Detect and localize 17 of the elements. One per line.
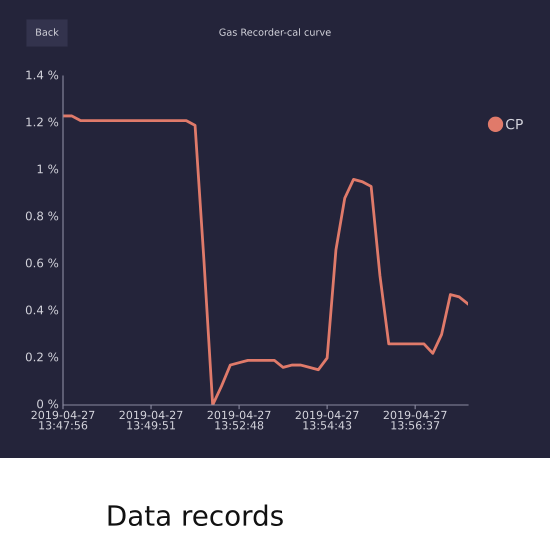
x-tick-label: 2019-04-27 13:49:51 [120,410,182,430]
x-tick-label: 2019-04-27 13:52:48 [208,410,270,430]
x-tick-label: 2019-04-27 13:54:43 [296,410,358,430]
text: Back [36,28,59,36]
text: Data records [108,504,283,526]
y-tick-label: 0.6 % [26,258,58,268]
x-tick-label: 2019-04-27 13:47:56 [32,410,94,430]
y-tick-label: 1.2 % [26,117,58,126]
legend-label: CP [506,118,523,130]
x-tick-label: 2019-04-27 13:56:37 [384,410,447,430]
y-tick-label: 0.2 % [26,352,58,362]
y-tick-label: 1.4 % [26,70,58,80]
y-tick-label: 0.8 % [26,211,58,220]
y-tick-label: 0 % [37,399,58,408]
y-tick-label: 0.4 % [26,305,58,314]
y-tick-label: 1 % [38,164,58,174]
chart-title: Gas Recorder-cal curve [219,28,331,36]
